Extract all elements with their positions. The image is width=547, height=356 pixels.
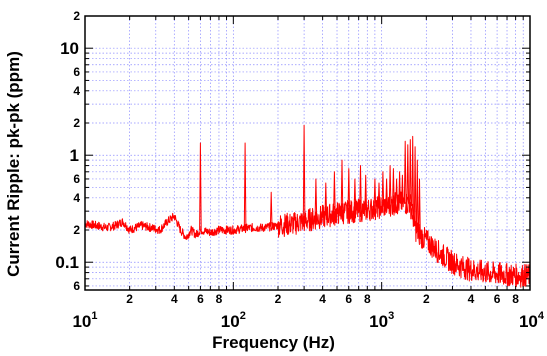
- x-minor-tick-label: 4: [171, 292, 178, 306]
- x-minor-tick-label: 4: [468, 292, 475, 306]
- y-minor-tick-label: 4: [73, 84, 80, 98]
- grid-lines: [85, 16, 530, 290]
- y-major-tick-label: 10: [60, 39, 79, 58]
- x-minor-tick-label: 8: [364, 292, 371, 306]
- x-minor-tick-label: 2: [423, 292, 430, 306]
- x-minor-tick-label: 6: [345, 292, 352, 306]
- axis-ticks: [85, 16, 530, 290]
- y-minor-tick-label: 2: [73, 223, 80, 237]
- data-traces: [84, 124, 531, 288]
- ripple-series-line: [84, 124, 531, 288]
- x-minor-tick-label: 6: [197, 292, 204, 306]
- y-axis-label-box: Current Ripple: pk-pk (ppm): [2, 14, 26, 314]
- y-minor-tick-label: 6: [73, 65, 80, 79]
- y-axis-label: Current Ripple: pk-pk (ppm): [4, 51, 23, 277]
- x-major-tick-label: 103: [369, 310, 394, 331]
- x-minor-tick-label: 6: [494, 292, 501, 306]
- y-minor-tick-label: 2: [73, 116, 80, 130]
- y-major-tick-label: 0.1: [55, 253, 79, 272]
- x-minor-tick-label: 2: [126, 292, 133, 306]
- y-minor-tick-label: 4: [73, 191, 80, 205]
- y-minor-tick-label: 6: [73, 172, 80, 186]
- y-minor-tick-label: 2: [73, 9, 80, 23]
- x-minor-tick-label: 4: [319, 292, 326, 306]
- y-major-tick-label: 1: [70, 146, 79, 165]
- x-major-tick-label: 101: [72, 310, 97, 331]
- y-minor-tick-label: 6: [73, 279, 80, 293]
- x-axis-label: Frequency (Hz): [212, 333, 335, 352]
- plot-frame: [84, 15, 531, 291]
- x-minor-tick-label: 2: [275, 292, 282, 306]
- x-minor-tick-label: 8: [216, 292, 223, 306]
- x-major-tick-label: 104: [519, 310, 545, 331]
- x-minor-tick-label: 8: [512, 292, 519, 306]
- x-major-tick-label: 102: [221, 310, 246, 331]
